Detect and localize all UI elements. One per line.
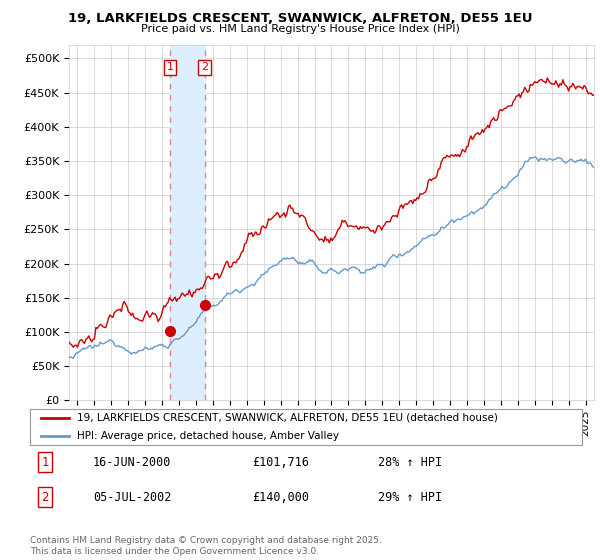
Text: 19, LARKFIELDS CRESCENT, SWANWICK, ALFRETON, DE55 1EU: 19, LARKFIELDS CRESCENT, SWANWICK, ALFRE… (68, 12, 532, 25)
Text: 1: 1 (166, 62, 173, 72)
Text: Contains HM Land Registry data © Crown copyright and database right 2025.
This d: Contains HM Land Registry data © Crown c… (30, 536, 382, 556)
Text: £101,716: £101,716 (252, 455, 309, 469)
Text: 2: 2 (201, 62, 208, 72)
Text: 1: 1 (41, 455, 49, 469)
Text: 28% ↑ HPI: 28% ↑ HPI (378, 455, 442, 469)
Bar (170, 45, 205, 400)
Text: 05-JUL-2002: 05-JUL-2002 (93, 491, 172, 504)
Text: Price paid vs. HM Land Registry's House Price Index (HPI): Price paid vs. HM Land Registry's House … (140, 24, 460, 34)
Text: 19, LARKFIELDS CRESCENT, SWANWICK, ALFRETON, DE55 1EU (detached house): 19, LARKFIELDS CRESCENT, SWANWICK, ALFRE… (77, 413, 498, 423)
Text: HPI: Average price, detached house, Amber Valley: HPI: Average price, detached house, Ambe… (77, 431, 339, 441)
Text: 29% ↑ HPI: 29% ↑ HPI (378, 491, 442, 504)
Text: 2: 2 (41, 491, 49, 504)
Text: £140,000: £140,000 (252, 491, 309, 504)
Text: 16-JUN-2000: 16-JUN-2000 (93, 455, 172, 469)
